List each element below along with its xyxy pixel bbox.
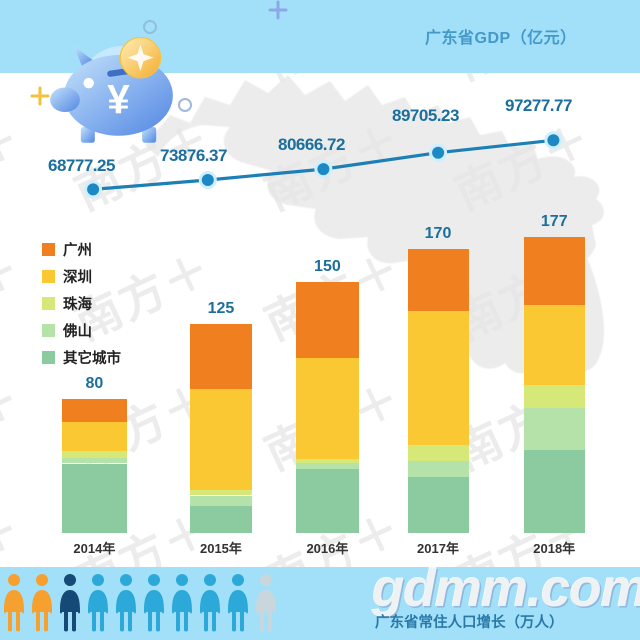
svg-text:¥: ¥ bbox=[107, 76, 130, 122]
